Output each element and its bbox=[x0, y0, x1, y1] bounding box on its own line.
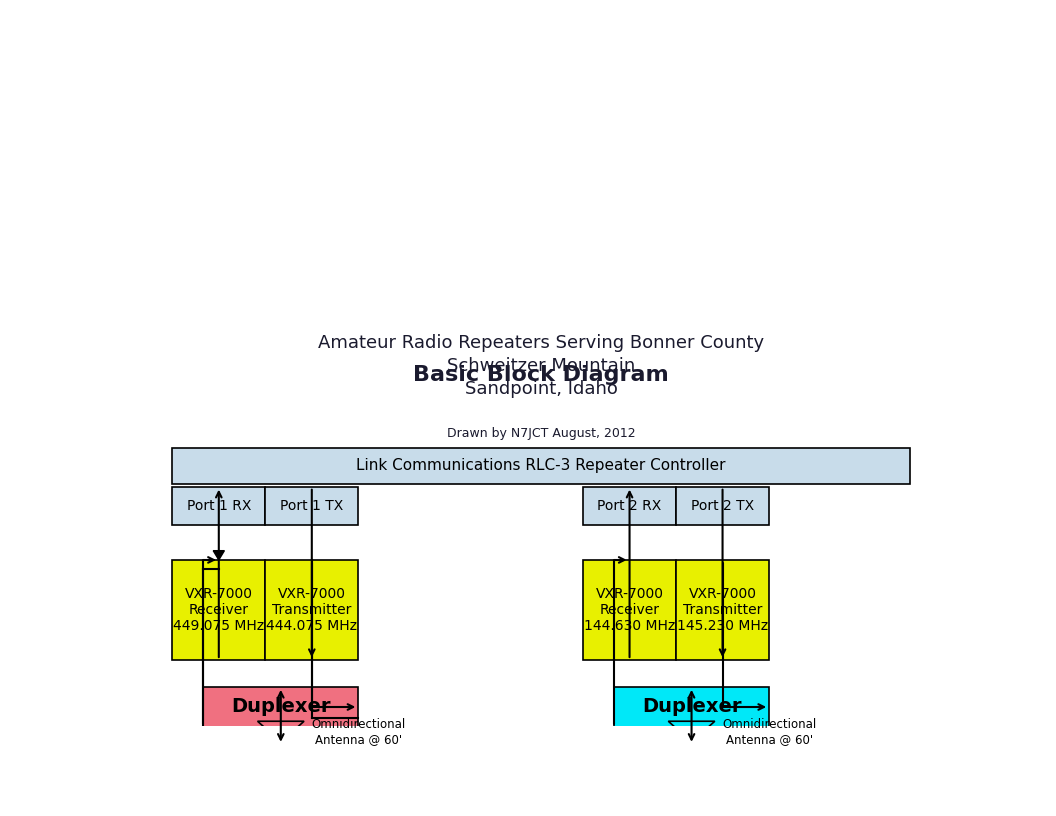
Text: Duplexer: Duplexer bbox=[231, 698, 331, 716]
Polygon shape bbox=[213, 551, 224, 560]
Text: Sandpoint, Idaho: Sandpoint, Idaho bbox=[465, 380, 618, 398]
Text: Omnidirectional
Antenna @ 60': Omnidirectional Antenna @ 60' bbox=[312, 717, 407, 746]
Text: Omnidirectional
Antenna @ 60': Omnidirectional Antenna @ 60' bbox=[722, 717, 816, 746]
Bar bbox=[583, 487, 676, 526]
Text: Port 1 RX: Port 1 RX bbox=[187, 499, 251, 513]
Text: Port 2 TX: Port 2 TX bbox=[691, 499, 754, 513]
Bar bbox=[204, 687, 358, 727]
Text: Duplexer: Duplexer bbox=[642, 698, 741, 716]
Text: VXR-7000
Transmitter
145.230 MHz: VXR-7000 Transmitter 145.230 MHz bbox=[677, 587, 768, 633]
Bar bbox=[614, 687, 769, 727]
Bar bbox=[265, 487, 358, 526]
Text: Schweitzer Mountain: Schweitzer Mountain bbox=[447, 357, 636, 375]
Text: Amateur Radio Repeaters Serving Bonner County: Amateur Radio Repeaters Serving Bonner C… bbox=[318, 334, 765, 352]
Bar bbox=[676, 487, 769, 526]
Bar bbox=[172, 448, 910, 484]
Text: VXR-7000
Receiver
449.075 MHz: VXR-7000 Receiver 449.075 MHz bbox=[173, 587, 264, 633]
Bar bbox=[583, 560, 676, 660]
Text: Port 2 RX: Port 2 RX bbox=[598, 499, 662, 513]
Polygon shape bbox=[258, 721, 304, 742]
Text: Basic Block Diagram: Basic Block Diagram bbox=[413, 365, 670, 385]
Polygon shape bbox=[668, 721, 715, 742]
Bar bbox=[172, 560, 265, 660]
Text: Drawn by N7JCT August, 2012: Drawn by N7JCT August, 2012 bbox=[447, 427, 636, 440]
Text: Link Communications RLC-3 Repeater Controller: Link Communications RLC-3 Repeater Contr… bbox=[357, 459, 725, 473]
Text: VXR-7000
Transmitter
444.075 MHz: VXR-7000 Transmitter 444.075 MHz bbox=[266, 587, 357, 633]
Bar bbox=[676, 560, 769, 660]
Bar bbox=[265, 560, 358, 660]
Text: Port 1 TX: Port 1 TX bbox=[280, 499, 343, 513]
Text: VXR-7000
Receiver
144.630 MHz: VXR-7000 Receiver 144.630 MHz bbox=[584, 587, 675, 633]
Polygon shape bbox=[353, 727, 364, 736]
Bar bbox=[172, 487, 265, 526]
